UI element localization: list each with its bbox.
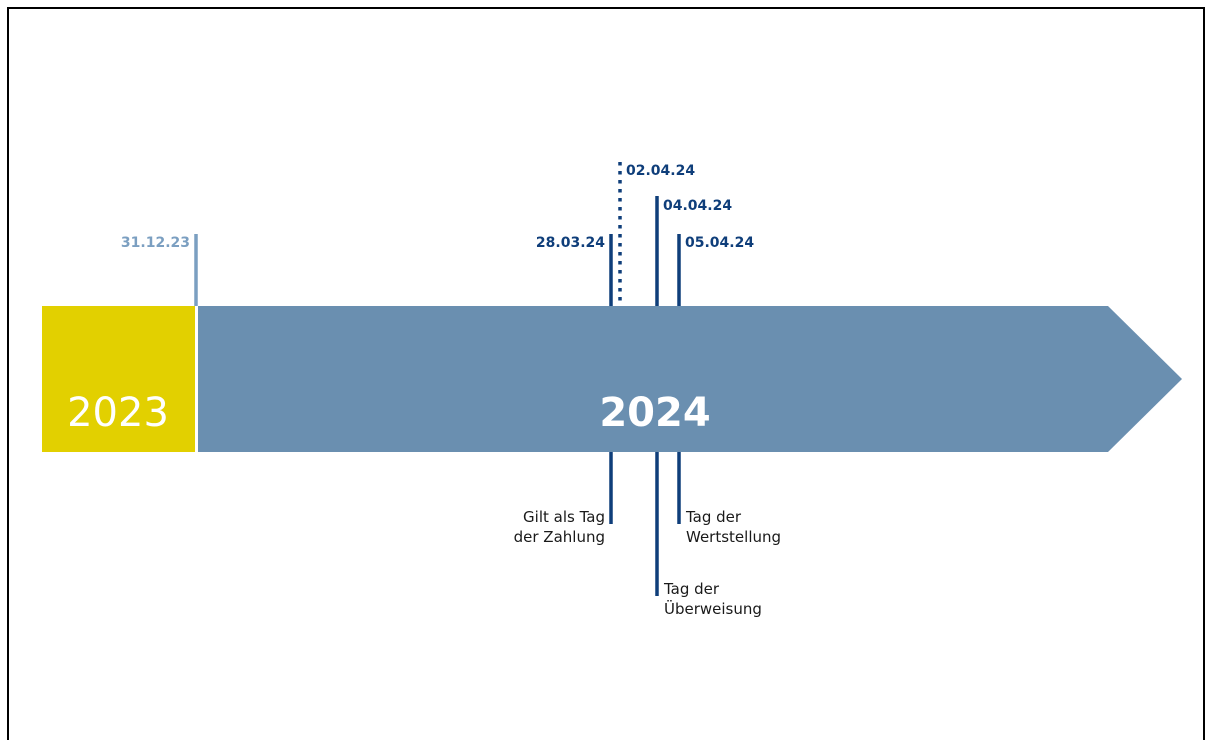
event-date-05-04-24: 05.04.24 — [685, 235, 754, 251]
value-date-label-line2: Wertstellung — [686, 528, 781, 546]
diagram-frame — [7, 7, 1205, 740]
transfer-day-label-line2: Überweisung — [664, 599, 762, 618]
event-date-02-04-24: 02.04.24 — [626, 163, 695, 179]
payment-day-label-line1: Gilt als Tag — [523, 508, 605, 526]
year-2024-arrow — [198, 306, 1182, 452]
year-2023-label: 2023 — [67, 390, 169, 436]
payment-day-label-line2: der Zahlung — [514, 528, 605, 546]
transfer-day-label-line1: Tag der — [663, 580, 720, 598]
value-date-label-line1: Tag der — [685, 508, 742, 526]
event-date-28-03-24: 28.03.24 — [536, 235, 605, 251]
year-end-date-label: 31.12.23 — [121, 235, 190, 251]
year-2024-label: 2024 — [599, 390, 710, 436]
event-date-04-04-24: 04.04.24 — [663, 198, 732, 214]
year-2023-block — [42, 306, 195, 452]
